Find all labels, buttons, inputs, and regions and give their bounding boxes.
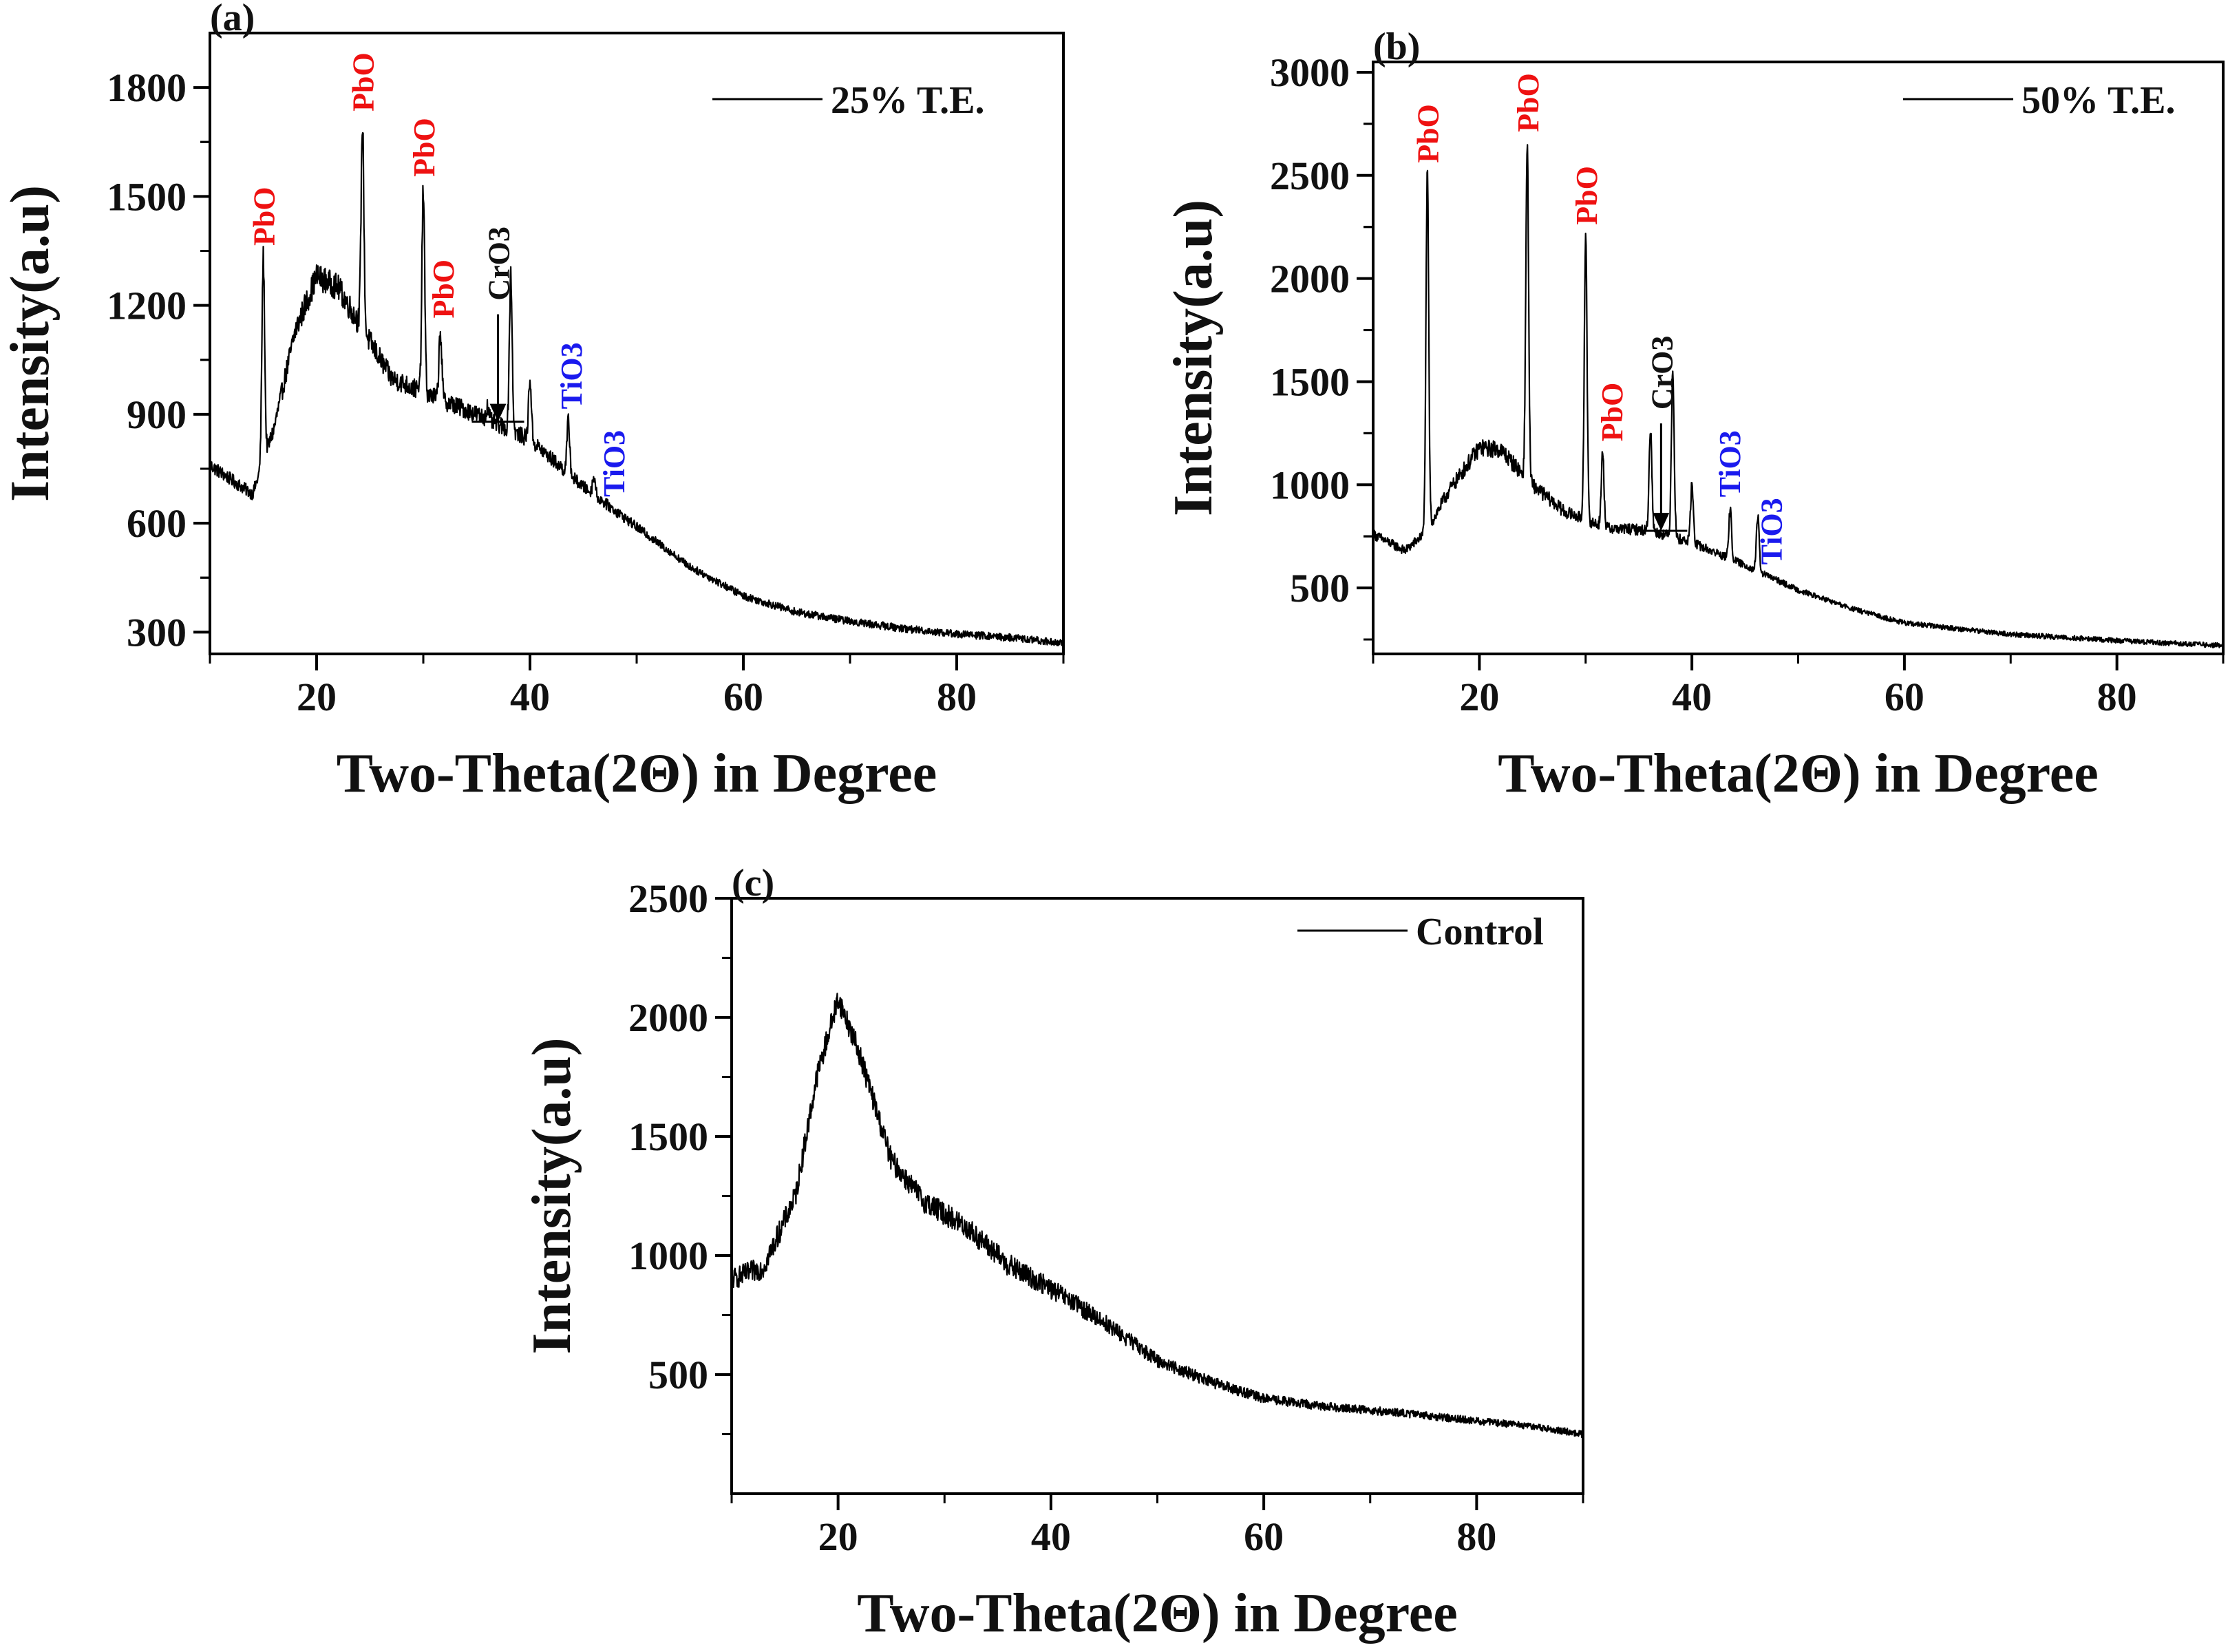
y-axis-title: Intensity(a.u) [522,1037,582,1354]
peak-label: TiO3 [597,430,631,497]
panel-label: (b) [1373,25,1420,68]
y-tick-label: 1500 [1270,359,1350,404]
y-tick-label: 1800 [107,65,187,110]
xrd-series-line [209,131,1065,646]
peak-annotation: PbO [1595,383,1629,442]
y-tick-label: 1500 [628,1114,708,1159]
peak-annotation: PbO [347,52,381,112]
x-tick-label: 80 [937,675,977,719]
y-tick-label: 900 [127,392,187,437]
x-tick-label: 40 [1672,675,1712,719]
plot-frame [209,32,1065,655]
peak-label: CrO3 [1645,336,1679,410]
peak-annotation: TiO3 [555,342,588,409]
x-tick-label: 40 [1031,1514,1071,1559]
x-axis-title: Two-Theta(2Θ) in Degree [1498,743,2098,804]
x-tick-label: 20 [1459,675,1499,719]
y-tick-label: 600 [127,501,187,546]
arrow-head [1653,513,1670,531]
peak-annotation: PbO [1511,73,1545,132]
peak-annotation: TiO3 [597,430,631,497]
peak-annotation: PbO [1412,104,1445,163]
xrd-series-line [1372,144,2225,648]
legend-label: 50% T.E. [2022,79,2176,122]
peak-annotation: CrO3 [482,226,516,301]
legend-label: Control [1416,911,1544,953]
peak-annotation: PbO [427,260,460,319]
peak-annotation: TiO3 [1713,430,1747,497]
peak-annotation: PbO [1570,166,1604,225]
y-tick-label: 2500 [628,876,708,921]
arrow-head [489,403,507,422]
chart-panel-c: 20 40 60 80 500 1000 1500 2000 2500 Two-Theta(2Θ)… [522,862,1584,1644]
y-tick-label: 500 [1290,566,1350,611]
x-axis-title: Two-Theta(2Θ) in Degree [337,743,937,804]
y-tick-label: 500 [648,1353,708,1397]
peak-label: TiO3 [1713,430,1747,497]
panel-label: (c) [732,862,774,904]
y-tick-label: 1500 [107,174,187,219]
peak-label: PbO [1511,73,1545,132]
y-tick-label: 1200 [107,284,187,328]
chart-panel-b: 20 40 60 80 500 1000 1500 2000 2500 3000 Two-Theta… [1163,25,2225,804]
peak-label: PbO [347,52,381,112]
legend-label: 25% T.E. [831,79,985,122]
chart-panel-a: 20 40 60 80 300 600 900 1200 1500 1800 Two-Theta(2… [0,0,1065,804]
peak-label: TiO3 [555,342,588,409]
y-tick-label: 1000 [628,1233,708,1278]
y-tick-label: 2000 [628,995,708,1040]
peak-label: PbO [407,118,441,177]
peak-label: TiO3 [1754,498,1788,564]
peak-label: CrO3 [482,226,516,301]
peak-label: PbO [1595,383,1629,442]
peak-annotation: PbO [248,187,282,246]
y-tick-label: 2000 [1270,257,1350,301]
x-tick-label: 80 [1456,1514,1496,1559]
y-tick-label: 1000 [1270,463,1350,507]
x-tick-label: 60 [1885,675,1924,719]
peak-annotation: PbO [407,118,441,177]
peak-label: PbO [427,260,460,319]
x-tick-label: 60 [723,675,763,719]
peak-label: PbO [1412,104,1445,163]
plot-frame [730,897,1584,1495]
y-tick-label: 3000 [1270,50,1350,95]
x-tick-label: 20 [818,1514,858,1559]
x-axis-title: Two-Theta(2Θ) in Degree [857,1583,1457,1644]
y-axis-title: Intensity(a.u) [1163,200,1224,516]
plot-frame [1372,61,2225,655]
x-tick-label: 20 [297,675,337,719]
panel-label: (a) [210,0,255,39]
peak-annotation: TiO3 [1754,498,1788,564]
y-axis-title: Intensity(a.u) [0,185,61,502]
x-tick-label: 40 [510,675,550,719]
xrd-series-line [731,993,1584,1439]
y-tick-label: 300 [127,610,187,655]
x-tick-label: 60 [1244,1514,1284,1559]
x-tick-label: 80 [2097,675,2137,719]
peak-label: PbO [248,187,282,246]
peak-label: PbO [1570,166,1604,225]
y-tick-label: 2500 [1270,153,1350,198]
peak-annotation: CrO3 [1645,336,1679,410]
